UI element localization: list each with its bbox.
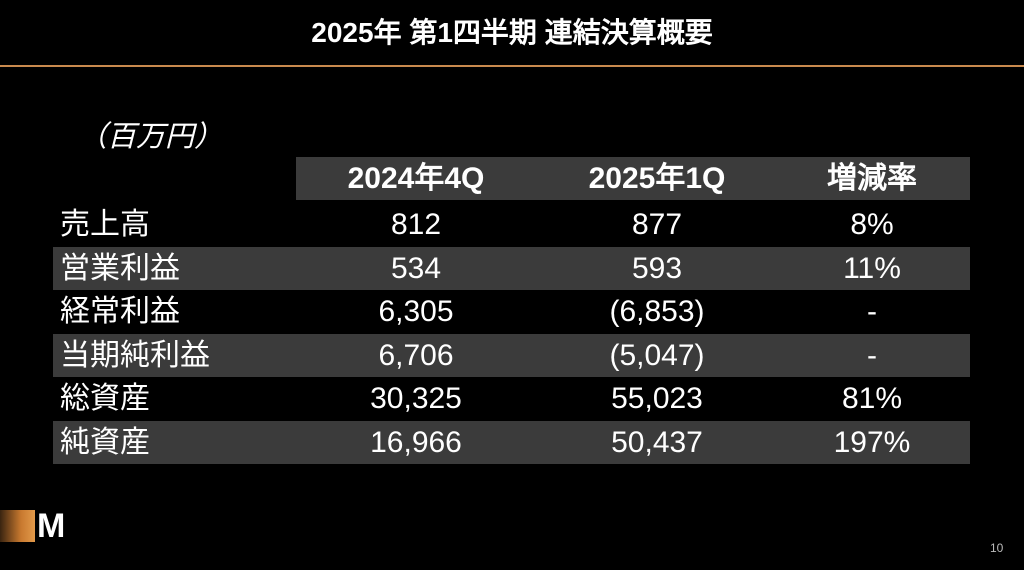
cell-value: 81% — [841, 382, 903, 416]
row-label: 当期純利益 — [60, 338, 210, 372]
cell-value: 877 — [631, 208, 683, 241]
column-header: 2025年1Q — [588, 162, 726, 195]
cell-value: 6,706 — [378, 338, 454, 372]
row-label: 純資産 — [60, 426, 150, 459]
logo: M — [37, 507, 66, 545]
row-label: 総資産 — [60, 382, 150, 416]
cell-value: 534 — [390, 251, 442, 285]
row-label: 経常利益 — [60, 295, 180, 329]
cell-value: 16,966 — [370, 426, 462, 459]
cell-value: 812 — [390, 208, 442, 241]
slide-title: 2025年 第1四半期 連結決算概要 — [311, 17, 713, 48]
cell-value: - — [867, 338, 877, 372]
column-header: 増減率 — [827, 162, 917, 195]
row-label: 営業利益 — [60, 251, 180, 285]
cell-value: (6,853) — [609, 295, 705, 329]
row-band — [53, 421, 970, 464]
header-band — [296, 157, 970, 200]
row-band — [53, 246, 970, 290]
title-rule — [0, 65, 1024, 67]
cell-value: 593 — [631, 251, 683, 285]
cell-value: - — [867, 295, 877, 329]
cell-value: 6,305 — [378, 295, 454, 329]
cell-value: (5,047) — [609, 338, 705, 372]
cell-value: 197% — [833, 426, 911, 459]
unit-label: （百万円） — [78, 121, 224, 153]
page-number: 10 — [990, 541, 1004, 555]
cell-value: 30,325 — [370, 382, 462, 416]
cell-value: 50,437 — [611, 426, 703, 459]
row-band — [53, 333, 970, 377]
row-label: 売上高 — [60, 208, 150, 241]
cell-value: 55,023 — [611, 382, 703, 416]
cell-value: 11% — [843, 251, 901, 285]
logo-mark — [0, 510, 35, 542]
column-header: 2024年4Q — [347, 162, 485, 195]
cell-value: 8% — [850, 208, 894, 241]
